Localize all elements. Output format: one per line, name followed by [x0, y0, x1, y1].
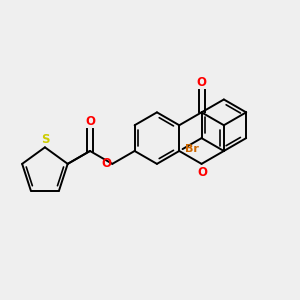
- Text: O: O: [85, 115, 95, 128]
- Text: Br: Br: [184, 144, 198, 154]
- Text: S: S: [41, 133, 49, 146]
- Text: O: O: [196, 76, 207, 89]
- Text: O: O: [101, 158, 111, 170]
- Text: O: O: [197, 166, 208, 179]
